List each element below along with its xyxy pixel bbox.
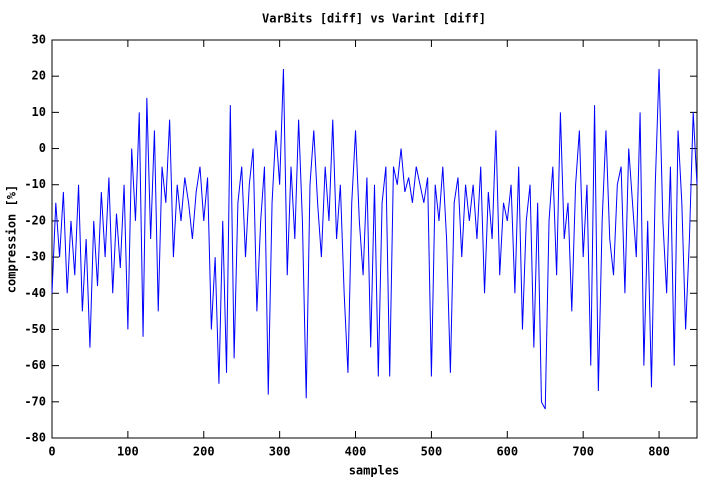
x-tick-label: 600	[496, 445, 518, 459]
x-tick-label: 200	[193, 445, 215, 459]
y-tick-label: -10	[24, 177, 46, 191]
x-tick-label: 300	[269, 445, 291, 459]
y-tick-label: -60	[24, 358, 46, 372]
chart-title: VarBits [diff] vs Varint [diff]	[262, 12, 486, 26]
data-line	[51, 68, 698, 410]
x-tick-label: 700	[572, 445, 594, 459]
y-tick-label: -20	[24, 213, 46, 227]
x-axis-label: samples	[349, 464, 400, 478]
x-tick-label: 400	[345, 445, 367, 459]
x-tick-label: 800	[648, 445, 670, 459]
y-tick-label: 30	[32, 33, 46, 47]
x-tick-label: 100	[117, 445, 139, 459]
x-tick-label: 0	[48, 445, 55, 459]
plot-frame	[51, 39, 698, 439]
y-tick-label: -50	[24, 322, 46, 336]
y-tick-label: 20	[32, 69, 46, 83]
y-tick-label: 10	[32, 105, 46, 119]
y-tick-label: -40	[24, 286, 46, 300]
y-axis-label: compression [%]	[5, 185, 19, 293]
y-tick-label: -80	[24, 431, 46, 445]
y-tick-label: -30	[24, 250, 46, 264]
y-tick-label: 0	[39, 141, 46, 155]
y-tick-label: -70	[24, 394, 46, 408]
x-tick-label: 500	[421, 445, 443, 459]
